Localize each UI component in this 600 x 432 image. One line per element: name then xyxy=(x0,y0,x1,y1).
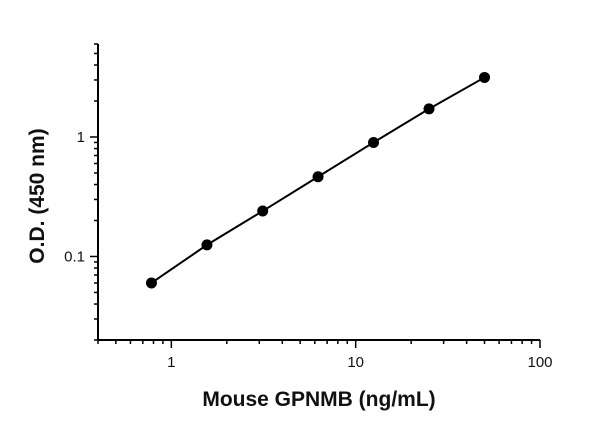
data-point xyxy=(201,239,213,251)
data-point xyxy=(423,103,435,115)
data-point xyxy=(479,71,491,83)
x-axis-label: Mouse GPNMB (ng/mL) xyxy=(202,388,435,411)
y-axis-label: O.D. (450 nm) xyxy=(26,128,49,263)
y-tick-label: 1 xyxy=(77,129,85,146)
plot-area xyxy=(145,71,491,289)
data-point xyxy=(145,277,157,289)
x-tick-label: 1 xyxy=(167,354,175,371)
data-point xyxy=(368,136,380,148)
y-tick-label: 0.1 xyxy=(64,248,85,265)
x-tick-label: 100 xyxy=(527,354,552,371)
data-point xyxy=(312,171,324,183)
x-tick-label: 10 xyxy=(347,354,364,371)
axes: 1 10 100 0.11 xyxy=(64,43,553,371)
x-ticks: 1 10 100 xyxy=(97,340,553,371)
y-ticks: 0.11 xyxy=(64,43,98,341)
data-point xyxy=(257,205,269,217)
